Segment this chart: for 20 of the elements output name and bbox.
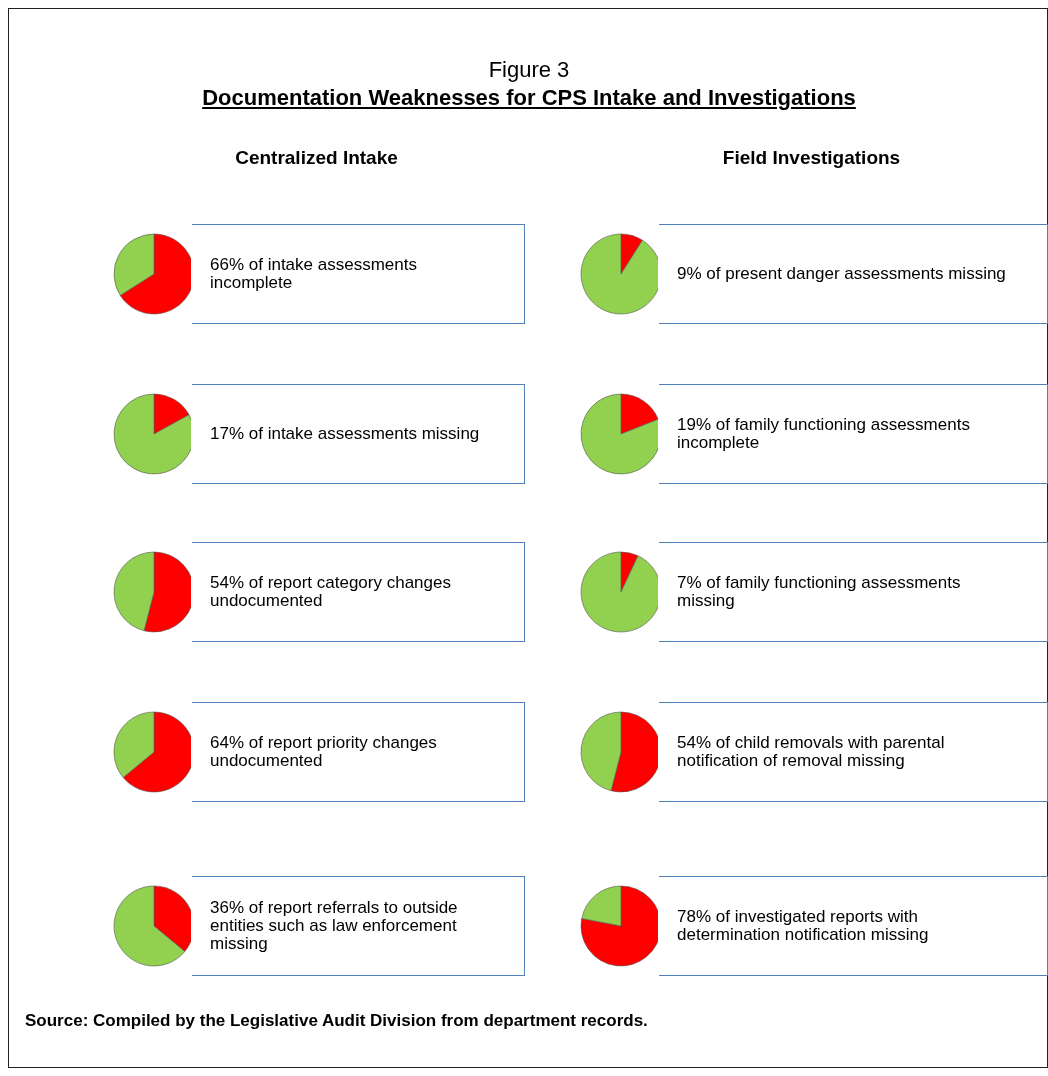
text: 54% of report category changes undocumented xyxy=(210,573,452,610)
text: 64% of report priority changes undocumented xyxy=(210,733,438,770)
pie-slice xyxy=(580,885,658,967)
text: 7% of family functioning assessments missing xyxy=(677,573,962,610)
text: 36% of report referrals to outside entities such as law enforcement missing xyxy=(210,898,459,953)
text: 17% of intake assessments missing xyxy=(210,424,480,443)
text: Centralized Intake xyxy=(234,147,399,169)
pie-slice xyxy=(580,233,658,315)
text: Figure 3 xyxy=(487,57,571,83)
text: 19% of family functioning assessments incomplete xyxy=(677,415,971,452)
text: Field Investigations xyxy=(721,147,902,169)
pie-slice xyxy=(580,393,658,475)
source-note: Source: Compiled by the Legislative Audit Division from department records. xyxy=(25,1011,648,1031)
text: 9% of present danger assessments missing xyxy=(677,264,1006,283)
text: 78% of investigated reports with determination notification missing xyxy=(677,907,930,944)
text: 66% of intake assessments incomplete xyxy=(210,255,418,292)
pie-slice xyxy=(580,551,658,633)
text: 54% of child removals with parental notification of removal missing xyxy=(677,733,946,770)
pie-slice xyxy=(113,393,191,475)
text: Documentation Weaknesses for CPS Intake and Investigations xyxy=(201,85,857,111)
